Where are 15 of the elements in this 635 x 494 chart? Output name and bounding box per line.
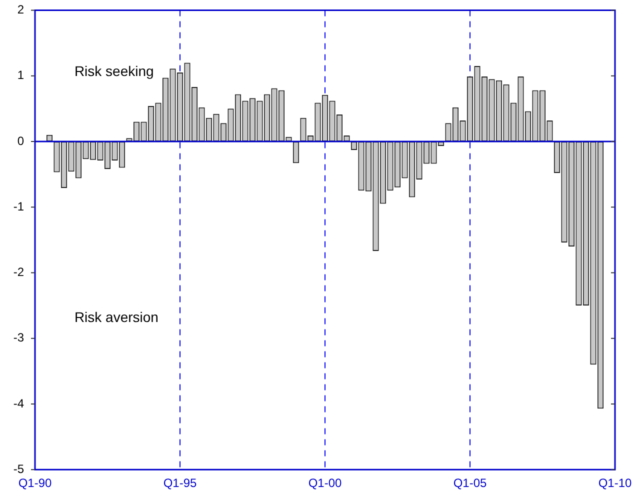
x-tick-label: Q1-95 (163, 476, 197, 490)
x-tick-label: Q1-00 (308, 476, 342, 490)
y-tick-label: 0 (17, 134, 24, 148)
y-tick-label: 1 (17, 68, 24, 82)
annotation: Risk aversion (74, 308, 158, 325)
y-tick-label: -4 (13, 396, 24, 410)
x-tick-label: Q1-05 (453, 476, 487, 490)
x-tick-label: Q1-10 (598, 476, 632, 490)
y-tick-label: -5 (13, 462, 24, 476)
x-tick-label: Q1-90 (18, 476, 52, 490)
y-tick-label: -3 (13, 330, 24, 345)
y-tick-label: 2 (17, 2, 24, 17)
y-tick-label: -1 (13, 199, 24, 214)
annotation: Risk seeking (74, 62, 154, 79)
y-tick-label: -2 (13, 265, 24, 280)
